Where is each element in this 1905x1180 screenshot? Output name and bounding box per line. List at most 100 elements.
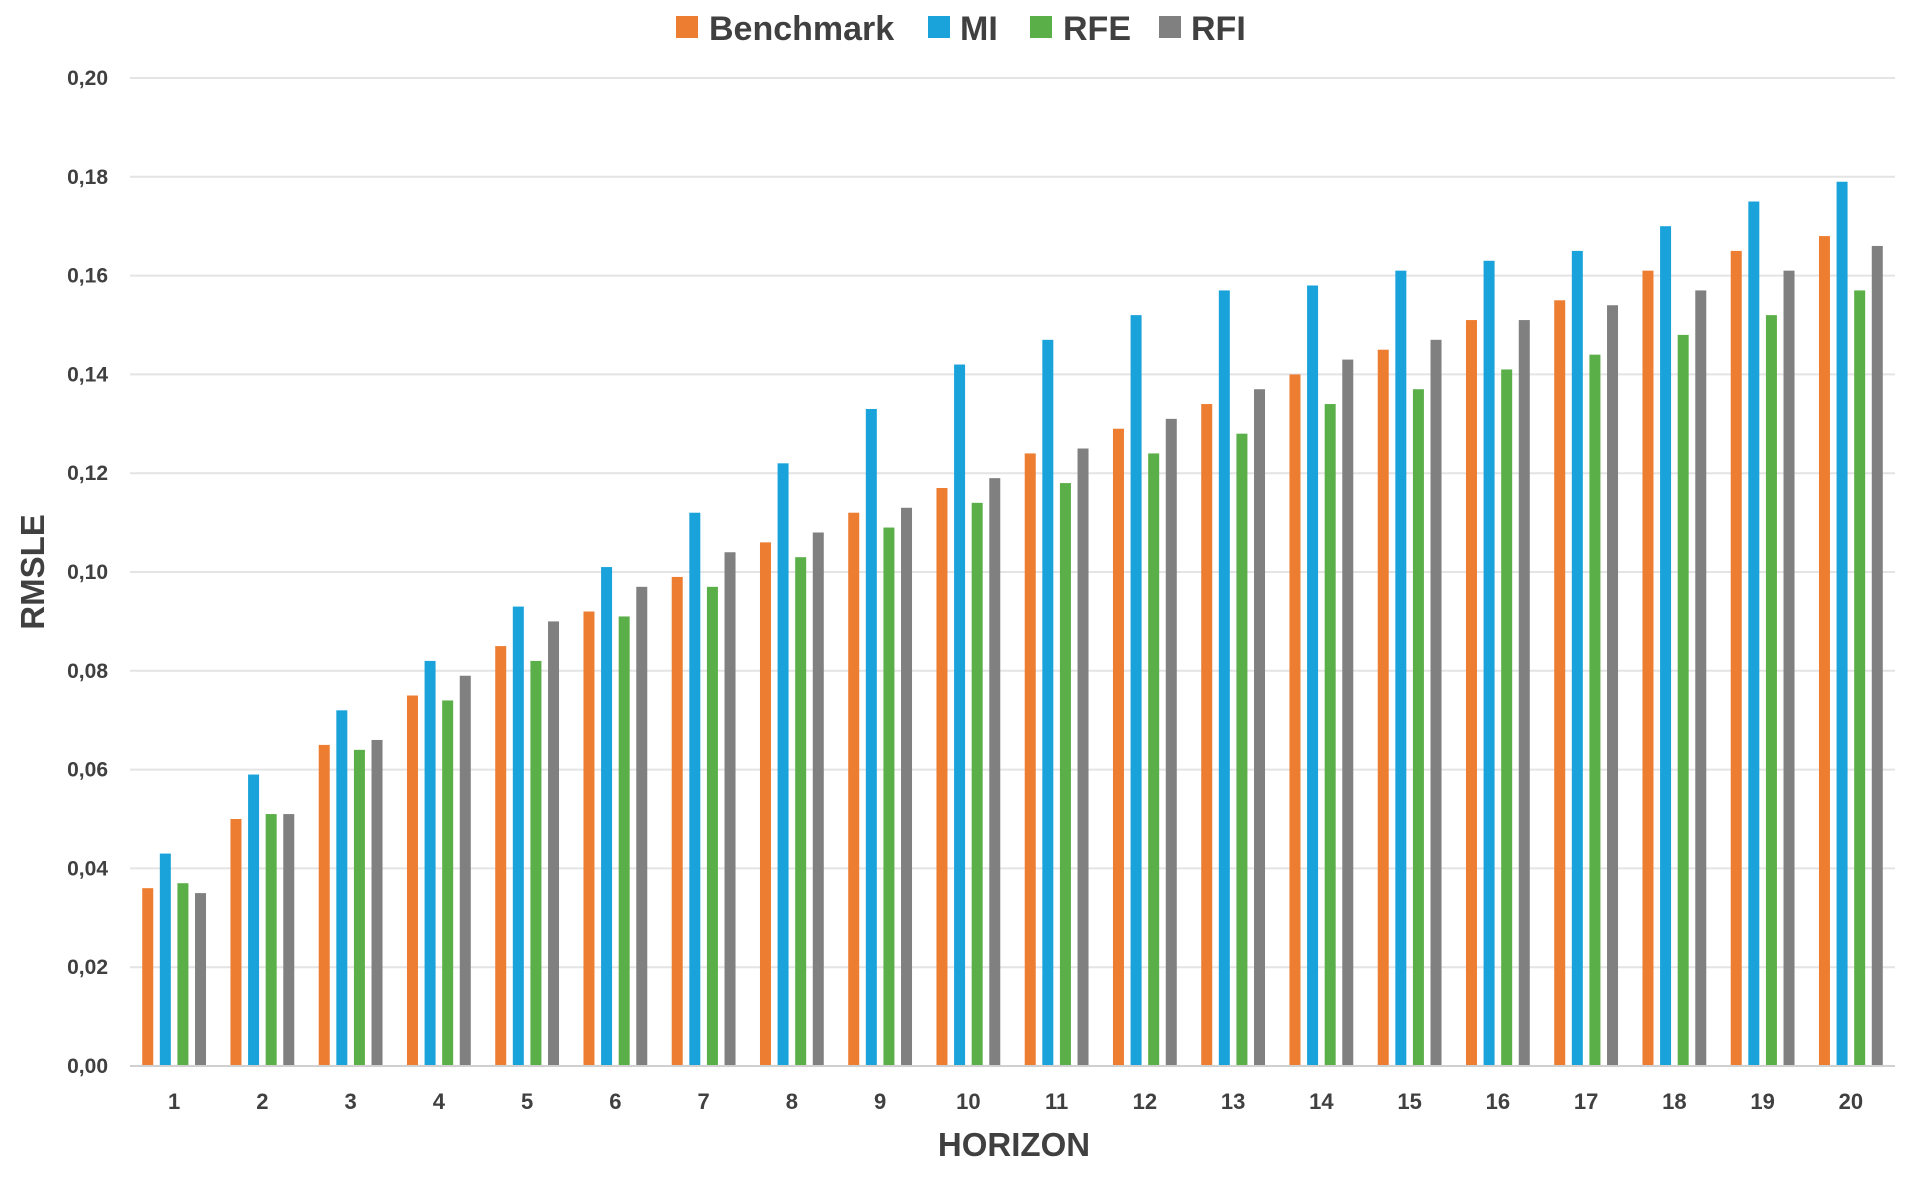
x-tick-label: 4: [433, 1089, 446, 1114]
bar-benchmark-17: [1554, 300, 1566, 1066]
bar-rfi-17: [1607, 305, 1619, 1066]
bar-benchmark-13: [1201, 404, 1213, 1066]
x-axis-ticks: 1 2 3 4 5 6 7 8 9 10 11 12 13 14 15 16 17 18 19 20: [168, 1089, 1863, 1114]
bar-rfi-9: [901, 507, 913, 1066]
bar-rfe-19: [1765, 315, 1777, 1066]
y-tick-label: 0,18: [67, 166, 108, 189]
bar-benchmark-11: [1024, 453, 1036, 1066]
bar-rfi-2: [283, 814, 295, 1066]
bar-benchmark-6: [583, 611, 595, 1066]
bar-rfi-1: [195, 893, 207, 1066]
bar-rfi-10: [989, 478, 1001, 1066]
bar-mi-15: [1395, 270, 1407, 1066]
bar-rfi-11: [1077, 448, 1089, 1066]
bar-rfi-4: [459, 675, 471, 1066]
y-tick-label: 0,08: [67, 660, 108, 683]
bar-benchmark-8: [759, 542, 771, 1066]
x-tick-label: 7: [698, 1089, 710, 1114]
x-tick-label: 14: [1309, 1089, 1334, 1114]
x-tick-label: 8: [786, 1089, 798, 1114]
legend: Benchmark MI RFE RFI: [676, 10, 1246, 48]
legend-swatch-mi: [928, 16, 950, 38]
bar-rfe-3: [353, 749, 365, 1066]
y-tick-label: 0,10: [67, 561, 108, 584]
bar-rfi-18: [1695, 290, 1707, 1066]
bar-benchmark-9: [848, 512, 860, 1066]
bar-mi-17: [1571, 250, 1583, 1066]
bar-rfe-5: [530, 660, 542, 1066]
bar-rfe-16: [1501, 369, 1513, 1067]
x-tick-label: 13: [1221, 1089, 1245, 1114]
bar-mi-19: [1748, 201, 1760, 1066]
bar-mi-3: [336, 710, 348, 1066]
x-tick-label: 9: [874, 1089, 886, 1114]
bar-mi-1: [159, 853, 171, 1066]
bar-rfe-18: [1677, 334, 1689, 1066]
bar-mi-4: [424, 660, 436, 1066]
legend-label-mi: MI: [960, 10, 998, 48]
bar-rfe-7: [706, 586, 718, 1066]
bar-rfi-8: [812, 532, 824, 1066]
bar-benchmark-12: [1112, 428, 1124, 1066]
bar-benchmark-16: [1465, 320, 1477, 1066]
bar-benchmark-1: [142, 888, 154, 1066]
x-tick-label: 5: [521, 1089, 533, 1114]
bar-benchmark-4: [406, 695, 418, 1066]
bar-rfi-3: [371, 739, 383, 1066]
bar-rfe-11: [1059, 483, 1071, 1067]
bar-benchmark-19: [1730, 250, 1742, 1066]
bar-benchmark-7: [671, 576, 683, 1066]
bar-rfe-4: [442, 700, 454, 1066]
bar-rfi-14: [1342, 359, 1354, 1067]
bar-rfi-20: [1871, 245, 1883, 1066]
x-axis-title: HORIZON: [938, 1126, 1090, 1163]
bars: [142, 181, 1883, 1067]
legend-label-rfi: RFI: [1191, 10, 1246, 48]
bar-benchmark-15: [1377, 349, 1389, 1066]
y-tick-label: 0,20: [67, 67, 108, 90]
y-tick-label: 0,02: [67, 956, 108, 979]
bar-rfe-6: [618, 616, 630, 1066]
bar-rfi-5: [548, 621, 560, 1066]
x-tick-label: 1: [168, 1089, 180, 1114]
bar-rfe-14: [1324, 404, 1336, 1066]
bar-mi-12: [1130, 315, 1142, 1066]
x-tick-label: 16: [1486, 1089, 1510, 1114]
bar-rfi-7: [724, 552, 736, 1066]
x-tick-label: 2: [256, 1089, 268, 1114]
legend-swatch-rfe: [1030, 16, 1052, 38]
bar-rfi-13: [1254, 389, 1266, 1067]
bar-benchmark-3: [318, 744, 330, 1066]
y-tick-label: 0,04: [67, 857, 108, 880]
bar-rfe-15: [1412, 389, 1424, 1067]
x-tick-label: 15: [1397, 1089, 1421, 1114]
bar-mi-13: [1218, 290, 1230, 1066]
bar-mi-14: [1307, 285, 1319, 1067]
x-tick-label: 6: [609, 1089, 621, 1114]
gridlines: [130, 77, 1895, 969]
bar-mi-9: [865, 408, 877, 1067]
bar-benchmark-10: [936, 488, 948, 1066]
bar-benchmark-5: [495, 646, 507, 1066]
x-tick-label: 11: [1045, 1089, 1068, 1114]
legend-label-rfe: RFE: [1063, 10, 1131, 48]
bar-rfe-17: [1589, 354, 1601, 1066]
bar-mi-10: [954, 364, 966, 1066]
y-tick-label: 0,12: [67, 462, 108, 485]
bar-rfe-20: [1854, 290, 1866, 1066]
bar-mi-16: [1483, 260, 1495, 1066]
bar-mi-7: [689, 512, 701, 1066]
y-axis-title: RMSLE: [14, 514, 51, 630]
bar-mi-2: [248, 774, 260, 1066]
x-tick-label: 19: [1750, 1089, 1774, 1114]
bar-rfe-13: [1236, 433, 1248, 1066]
bar-rfi-15: [1430, 339, 1442, 1066]
y-axis-ticks: 0,00 0,02 0,04 0,06 0,08 0,10 0,12 0,14 0,16 0,18…: [67, 67, 108, 1078]
bar-rfe-8: [795, 557, 807, 1066]
bar-rfi-12: [1165, 418, 1177, 1066]
bar-mi-8: [777, 463, 789, 1066]
bar-rfi-16: [1518, 320, 1530, 1066]
bar-mi-5: [512, 606, 524, 1066]
bar-rfe-1: [177, 883, 189, 1066]
